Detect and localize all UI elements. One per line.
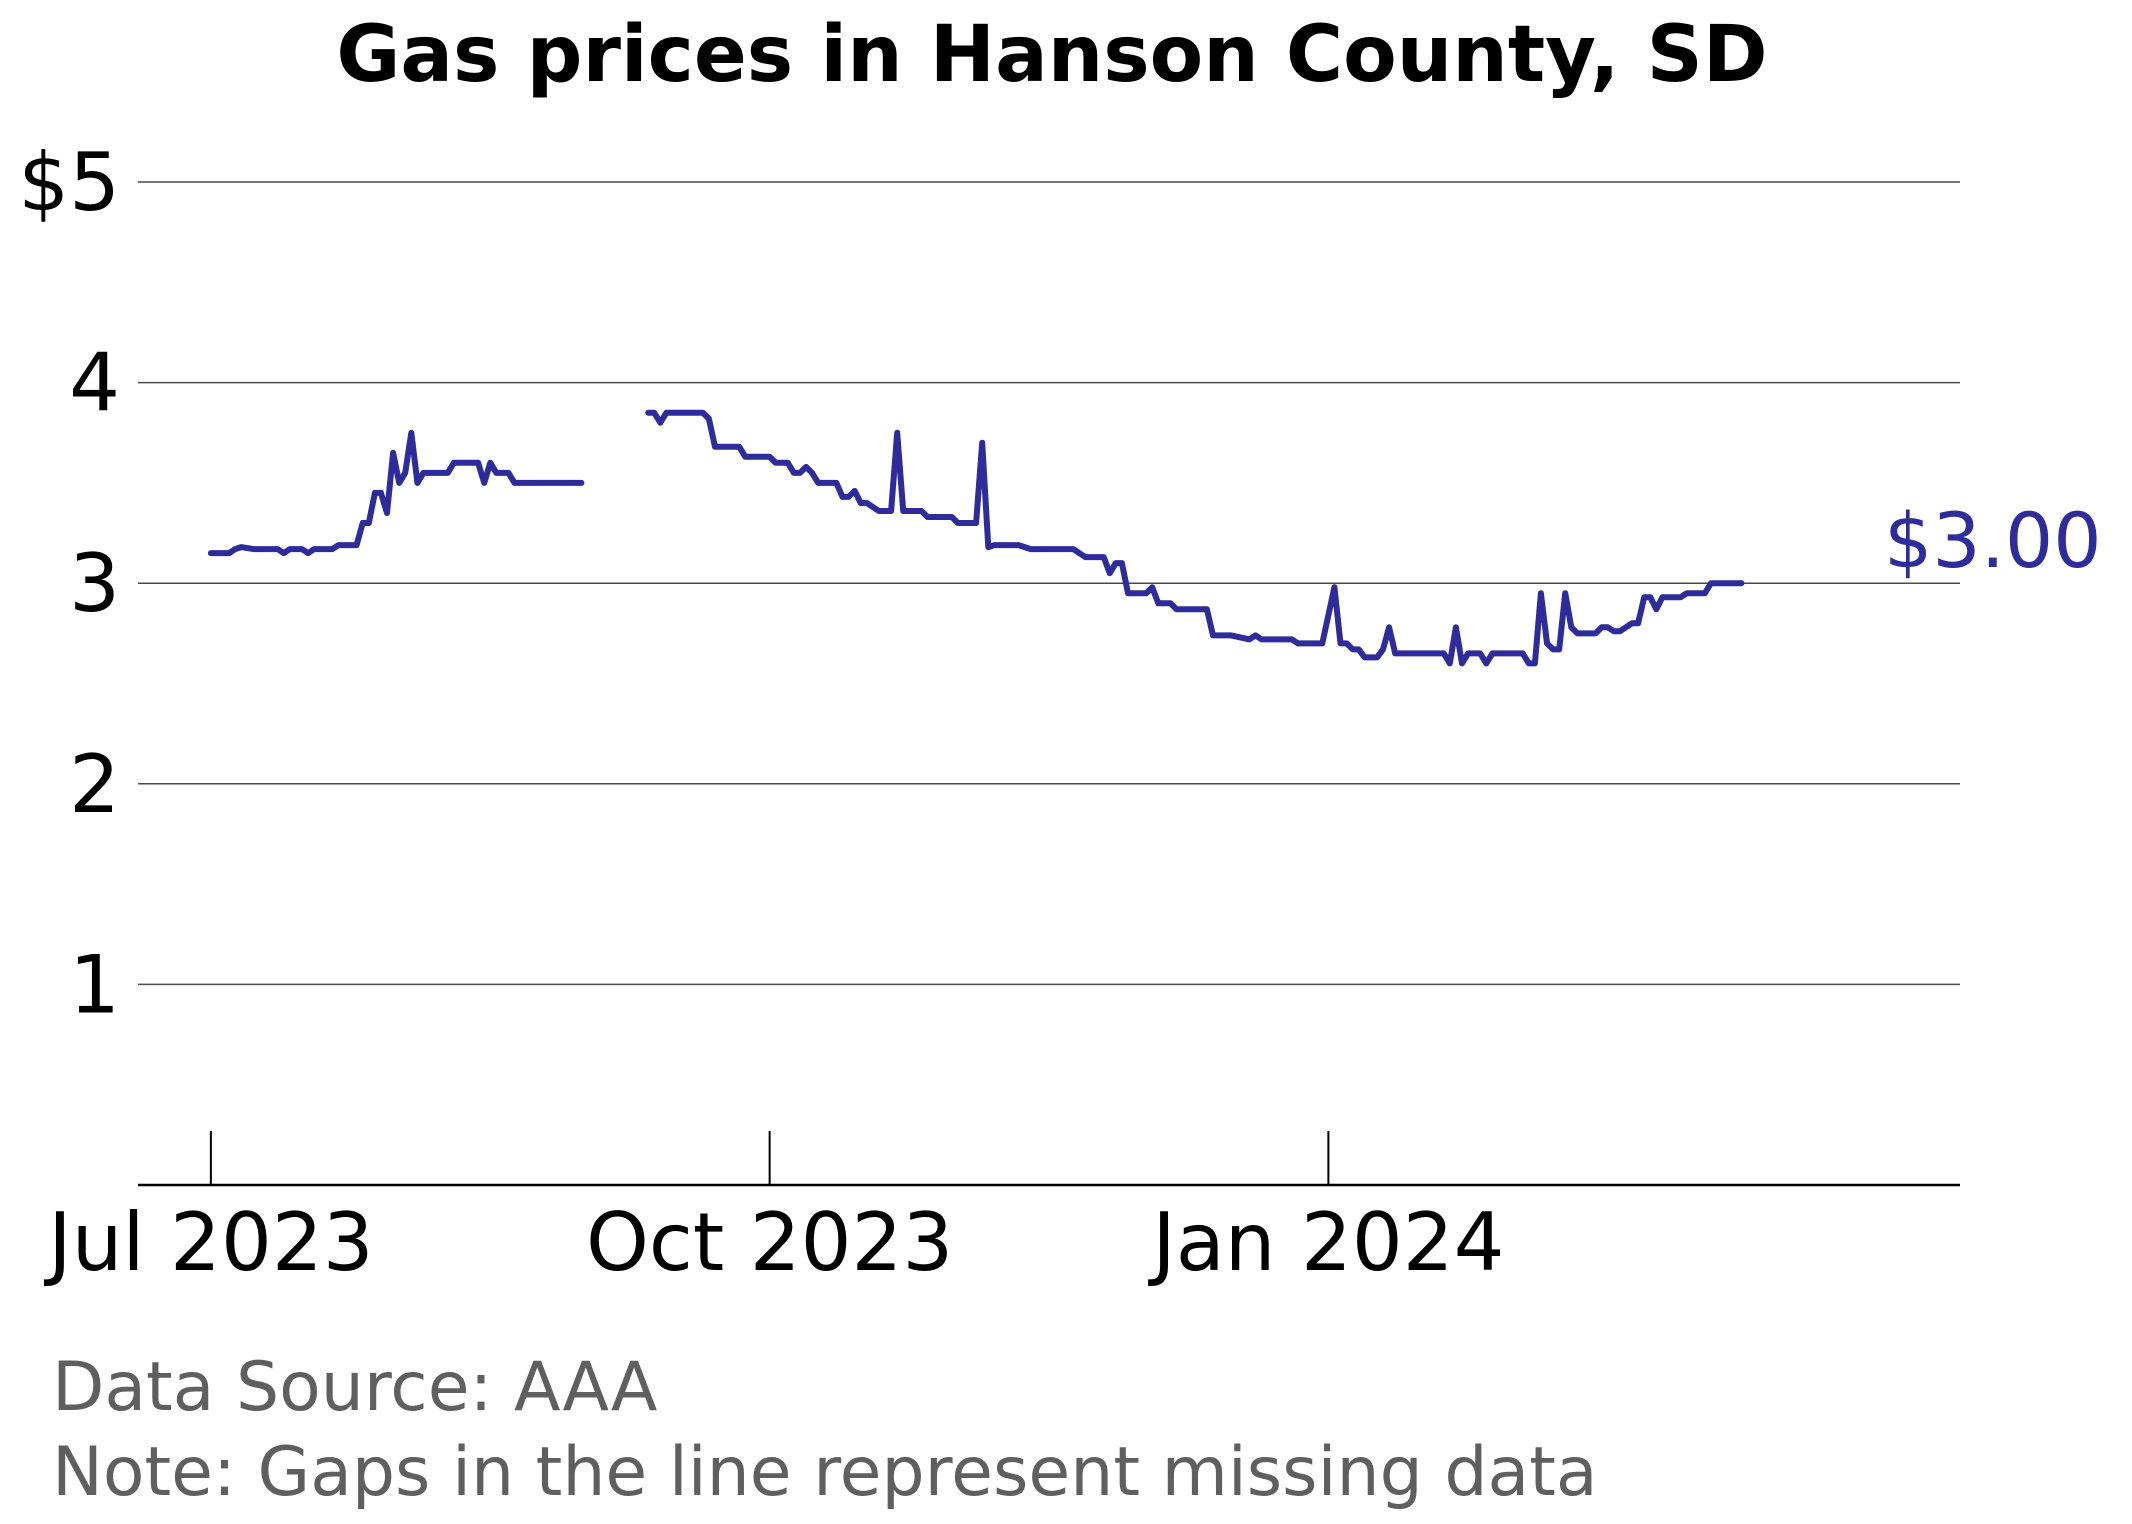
latest-price-label: $3.00 [1884, 496, 2102, 585]
missing-data-note: Note: Gaps in the line represent missing… [52, 1433, 1598, 1512]
chart-title: Gas prices in Hanson County, SD [336, 10, 1767, 100]
y-tick-label: 2 [69, 738, 120, 831]
x-tick-label: Jan 2024 [1147, 1196, 1504, 1289]
price-line-segment [207, 429, 585, 557]
y-tick-label: 4 [69, 337, 120, 430]
y-tick-label: $5 [18, 136, 120, 229]
data-source-note: Data Source: AAA [52, 1348, 657, 1427]
price-line-segment [645, 409, 1745, 667]
x-tick-label: Jul 2023 [43, 1196, 374, 1289]
gridlines [138, 181, 1960, 986]
y-tick-label: 3 [69, 537, 120, 630]
x-axis-ticks: Jul 2023 Oct 2023 Jan 2024 [43, 1131, 1505, 1289]
x-tick-label: Oct 2023 [586, 1196, 953, 1289]
y-tick-label: 1 [69, 938, 120, 1031]
y-axis-ticks: 1 2 3 4 $5 [18, 136, 120, 1031]
price-series [207, 409, 1745, 667]
